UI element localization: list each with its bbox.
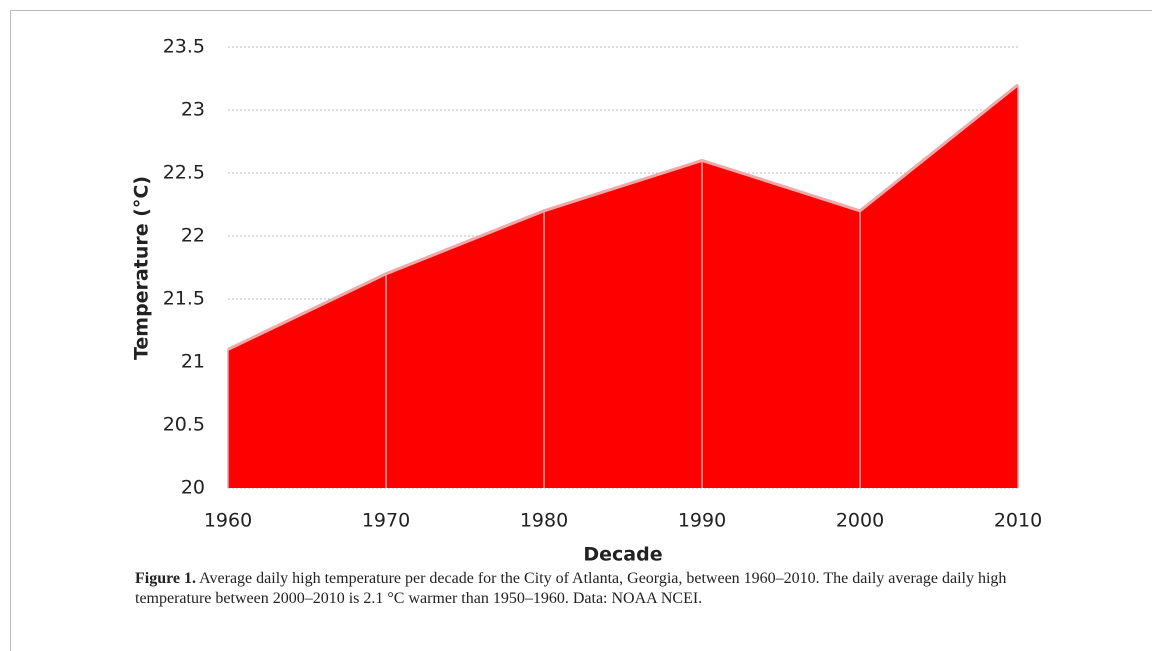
y-tick-label: 22 — [181, 225, 205, 247]
y-tick-label: 20.5 — [163, 414, 205, 436]
caption: Figure 1. Average daily high temperature… — [135, 569, 1015, 609]
figure-frame — [10, 10, 1152, 651]
x-tick-label: 1980 — [520, 510, 568, 532]
y-tick-label: 21 — [181, 351, 205, 373]
y-tick-label: 23 — [181, 99, 205, 121]
y-axis-label: Temperature (°C) — [131, 176, 153, 360]
x-tick-label: 2010 — [994, 510, 1042, 532]
area — [228, 84, 1018, 489]
caption-text: Average daily high temperature per decad… — [135, 570, 1007, 607]
x-tick-label: 1990 — [678, 510, 726, 532]
y-tick-label: 23.5 — [163, 36, 205, 58]
x-axis-label: Decade — [583, 544, 662, 566]
x-tick-label: 1970 — [362, 510, 410, 532]
x-tick-label: 2000 — [836, 510, 884, 532]
caption-label: Figure 1. — [135, 570, 197, 587]
y-tick-label: 21.5 — [163, 288, 205, 310]
x-tick-label: 1960 — [204, 510, 252, 532]
y-tick-label: 20 — [181, 477, 205, 499]
y-tick-label: 22.5 — [163, 162, 205, 184]
area-edge — [227, 83, 1019, 351]
